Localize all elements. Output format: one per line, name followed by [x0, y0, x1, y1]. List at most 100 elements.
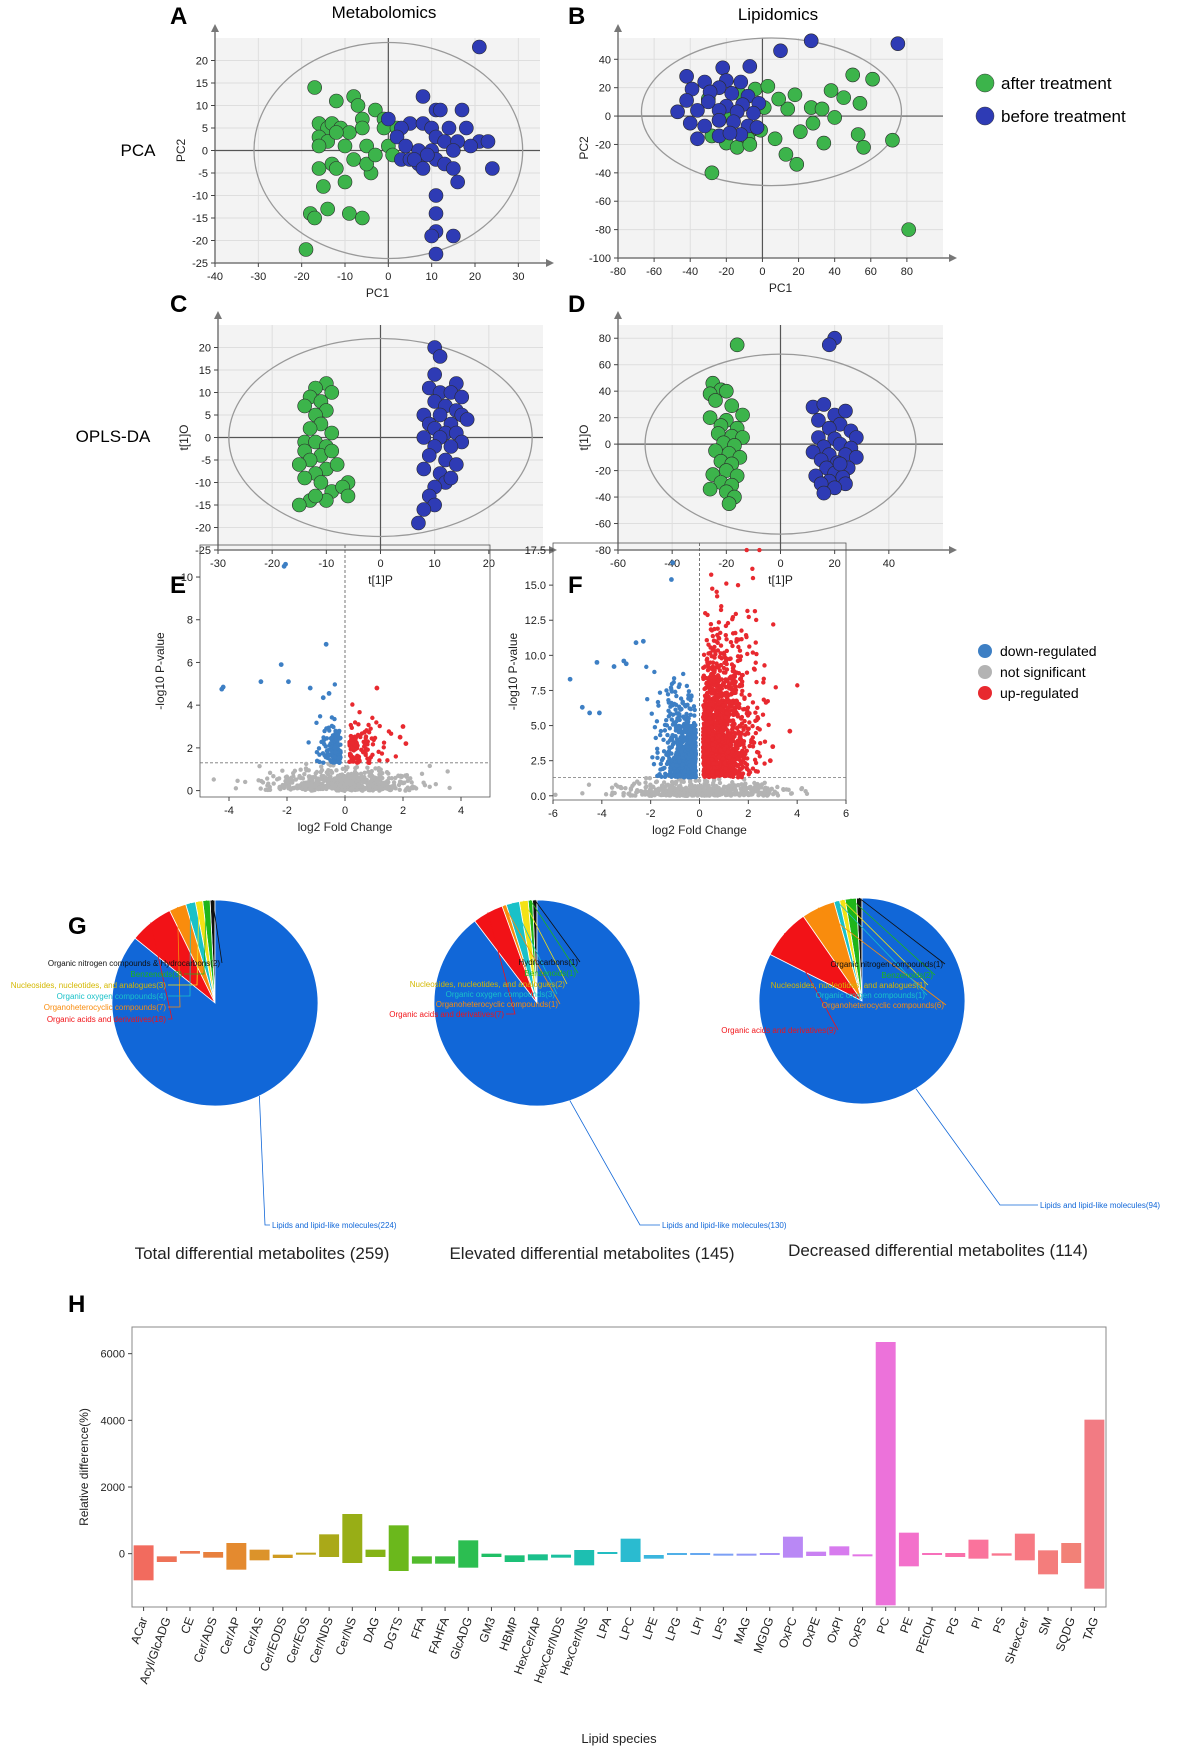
y-tick-label: 7.5 [531, 685, 546, 697]
point-up-regulated [747, 692, 752, 698]
point-up-regulated [403, 741, 409, 747]
pie-label: Benzenoids(3) [130, 970, 182, 979]
pie-label: Organic acids and derivatives(9) [721, 1026, 836, 1035]
point-up-regulated [381, 740, 387, 745]
point-up-regulated [367, 757, 372, 763]
bar [481, 1553, 502, 1557]
point-down-regulated [670, 560, 676, 566]
point-up-regulated [750, 575, 756, 581]
point-up-regulated [702, 698, 708, 704]
point-up-regulated [729, 700, 734, 705]
point-not-significant [355, 787, 360, 792]
point-up-regulated [739, 628, 744, 633]
y-axis-label: PC2 [174, 139, 188, 163]
point-up-regulated [736, 671, 742, 676]
point-not-significant [786, 787, 791, 793]
y-tick-label: 0 [205, 433, 211, 445]
pie-label: Organic nitrogen compounds & Hydrocarbon… [48, 959, 220, 968]
point-up-regulated [736, 771, 741, 776]
point-up-regulated [761, 680, 766, 685]
point-not-significant [762, 786, 767, 792]
point-up-regulated [365, 747, 370, 752]
point-down-regulated [688, 712, 693, 717]
data-point-after-treatment [291, 457, 307, 472]
data-point-before-treatment [415, 89, 431, 104]
point-not-significant [326, 768, 331, 773]
point-up-regulated [709, 724, 715, 730]
data-point-before-treatment [416, 461, 432, 477]
point-not-significant [671, 792, 676, 797]
point-not-significant [259, 778, 264, 784]
point-up-regulated [348, 722, 354, 728]
bar [643, 1555, 664, 1559]
y-axis-arrow [211, 24, 219, 32]
point-down-regulated [684, 711, 689, 717]
point-not-significant [360, 777, 365, 783]
point-up-regulated [718, 607, 724, 613]
point-up-regulated [702, 708, 707, 713]
pie-leader-line [512, 902, 558, 995]
point-not-significant [759, 792, 765, 797]
point-down-regulated [664, 718, 669, 723]
point-up-regulated [744, 766, 750, 772]
point-up-regulated [737, 657, 743, 663]
point-down-regulated [337, 760, 342, 765]
point-up-regulated [728, 639, 734, 645]
point-not-significant [771, 792, 776, 797]
point-up-regulated [707, 679, 713, 684]
point-not-significant [650, 784, 656, 789]
point-down-regulated [668, 768, 673, 773]
point-not-significant [727, 783, 732, 788]
point-not-significant [427, 763, 432, 769]
data-point-before-treatment [816, 485, 832, 501]
y-tick-label: 4000 [101, 1415, 125, 1427]
point-up-regulated [754, 679, 759, 685]
x-tick-label: -10 [337, 271, 353, 283]
point-up-regulated [735, 703, 741, 708]
point-up-regulated [795, 683, 800, 688]
point-up-regulated [368, 726, 373, 731]
pie-label: Benzenoids(2) [881, 971, 933, 980]
point-up-regulated [736, 644, 741, 650]
data-point-after-treatment [816, 135, 832, 151]
point-not-significant [640, 792, 645, 797]
point-up-regulated [393, 754, 399, 759]
legend-swatch-before [975, 106, 995, 126]
point-up-regulated [723, 693, 729, 699]
point-up-regulated [737, 732, 743, 737]
x-axis-label: Lipid species [581, 1731, 657, 1746]
point-up-regulated [718, 630, 723, 636]
data-point-before-treatment [472, 39, 487, 55]
point-down-regulated [659, 757, 665, 763]
data-point-after-treatment [827, 110, 842, 125]
data-point-after-treatment [350, 98, 366, 113]
point-down-regulated [328, 758, 333, 763]
x-axis-label: t[1]P [768, 573, 793, 587]
point-not-significant [387, 786, 392, 792]
point-not-significant [345, 765, 350, 770]
point-not-significant [737, 793, 742, 798]
point-not-significant [664, 783, 669, 788]
pie-leader-line [529, 899, 579, 974]
point-not-significant [365, 781, 370, 786]
point-down-regulated [691, 746, 696, 751]
point-not-significant [715, 788, 721, 793]
point-up-regulated [711, 765, 717, 771]
data-point-before-treatment [428, 206, 444, 221]
point-down-regulated [673, 689, 678, 695]
x-tick-label: 30 [512, 271, 524, 283]
point-not-significant [293, 777, 299, 782]
point-not-significant [652, 792, 658, 797]
point-not-significant [309, 783, 314, 788]
data-point-before-treatment [443, 439, 459, 454]
data-point-before-treatment [443, 470, 459, 486]
point-not-significant [323, 775, 328, 780]
point-up-regulated [715, 693, 720, 698]
plot-background [618, 38, 943, 258]
point-down-regulated [664, 752, 669, 757]
y-tick-label: -40 [595, 168, 611, 180]
point-up-regulated [718, 651, 723, 656]
point-down-regulated [306, 740, 311, 745]
x-tick-label: FAHFA [426, 1615, 452, 1656]
